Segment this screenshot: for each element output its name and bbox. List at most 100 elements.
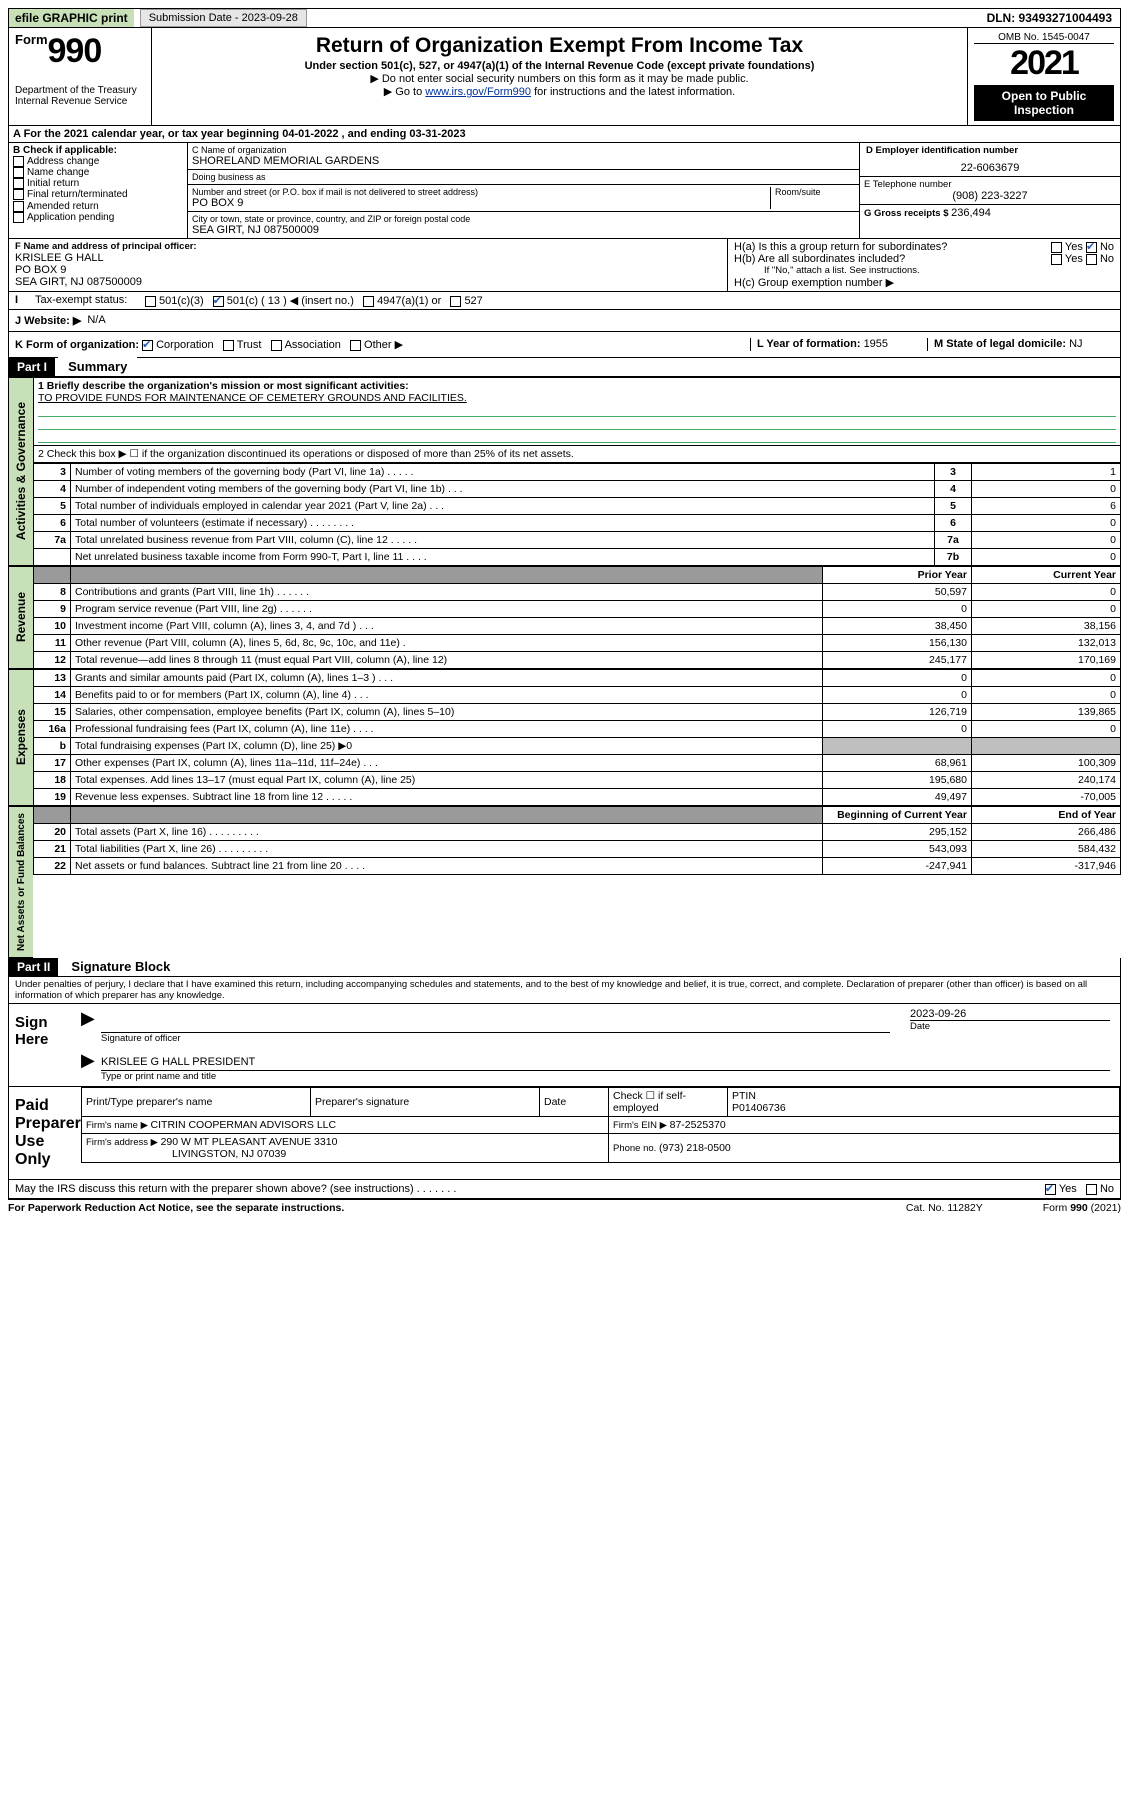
checkbox-item[interactable]: Name change — [13, 167, 183, 178]
line-i-tax-exempt: I Tax-exempt status: 501(c)(3) 501(c) ( … — [8, 292, 1121, 310]
activities-governance-section: Activities & Governance 1 Briefly descri… — [8, 377, 1121, 566]
section-f-h: F Name and address of principal officer:… — [8, 239, 1121, 292]
top-bar: efile GRAPHIC print Submission Date - 20… — [8, 8, 1121, 28]
table-row: 15Salaries, other compensation, employee… — [34, 704, 1121, 721]
checkbox-item[interactable]: Address change — [13, 156, 183, 167]
submission-date-button[interactable]: Submission Date - 2023-09-28 — [140, 9, 307, 27]
officer-addr2: SEA GIRT, NJ 087500009 — [15, 276, 721, 288]
table-row: 3Number of voting members of the governi… — [34, 464, 1121, 481]
line-k-l-m: K Form of organization: Corporation Trus… — [8, 332, 1121, 358]
box-b: B Check if applicable: Address changeNam… — [9, 143, 188, 238]
form-note-2: ▶ Go to www.irs.gov/Form990 for instruct… — [158, 85, 961, 98]
firm-addr2: LIVINGSTON, NJ 07039 — [172, 1148, 286, 1160]
part-i-header: Part I Summary — [8, 358, 1121, 377]
table-row: 4Number of independent voting members of… — [34, 481, 1121, 498]
efile-label[interactable]: efile GRAPHIC print — [9, 9, 134, 27]
revenue-section: Revenue Prior YearCurrent Year8Contribut… — [8, 566, 1121, 669]
table-row: 18Total expenses. Add lines 13–17 (must … — [34, 772, 1121, 789]
dba-label: Doing business as — [192, 172, 855, 182]
form-org-option[interactable]: Corporation — [142, 339, 220, 351]
table-row: 9Program service revenue (Part VIII, lin… — [34, 601, 1121, 618]
street-label: Number and street (or P.O. box if mail i… — [192, 187, 766, 197]
line-a-period: A For the 2021 calendar year, or tax yea… — [8, 126, 1121, 143]
line-j-website: J Website: ▶ N/A — [8, 310, 1121, 332]
form-note-1: ▶ Do not enter social security numbers o… — [158, 72, 961, 85]
line2: 2 Check this box ▶ ☐ if the organization… — [34, 446, 1121, 463]
line1-label: 1 Briefly describe the organization's mi… — [38, 380, 1116, 392]
table-row: 7aTotal unrelated business revenue from … — [34, 532, 1121, 549]
officer-label: F Name and address of principal officer: — [15, 241, 721, 252]
gross-receipts-value: 236,494 — [951, 207, 991, 219]
org-name-label: C Name of organization — [192, 145, 855, 155]
checkbox-item[interactable]: Initial return — [13, 178, 183, 189]
table-row: 19Revenue less expenses. Subtract line 1… — [34, 789, 1121, 806]
dln-label: DLN: 93493271004493 — [979, 9, 1120, 27]
table-row: 11Other revenue (Part VIII, column (A), … — [34, 635, 1121, 652]
phone-value: (908) 223-3227 — [864, 190, 1116, 202]
gross-receipts-label: G Gross receipts $ — [864, 208, 951, 219]
form-org-option[interactable]: Association — [268, 339, 347, 351]
irs-discuss-line: May the IRS discuss this return with the… — [8, 1180, 1121, 1199]
street-value: PO BOX 9 — [192, 197, 766, 209]
open-inspection-badge: Open to Public Inspection — [974, 85, 1114, 121]
city-label: City or town, state or province, country… — [192, 214, 855, 224]
mission-text: TO PROVIDE FUNDS FOR MAINTENANCE OF CEME… — [38, 392, 1116, 404]
form-number: Form990 — [15, 53, 101, 65]
phone-label: E Telephone number — [864, 179, 1116, 190]
org-name: SHORELAND MEMORIAL GARDENS — [192, 155, 855, 167]
ptin-value: P01406736 — [732, 1102, 786, 1114]
form-org-option[interactable]: Trust — [220, 339, 268, 351]
table-row: 8Contributions and grants (Part VIII, li… — [34, 584, 1121, 601]
firm-addr1: 290 W MT PLEASANT AVENUE 3310 — [161, 1136, 338, 1148]
table-row: 22Net assets or fund balances. Subtract … — [34, 858, 1121, 875]
part-ii-header: Part II Signature Block — [8, 958, 1121, 977]
state-domicile: NJ — [1069, 338, 1082, 350]
sign-here-block: Sign Here ▶ Signature of officer 2023-09… — [8, 1004, 1121, 1087]
section-b-f: B Check if applicable: Address changeNam… — [8, 143, 1121, 239]
table-row: 6Total number of volunteers (estimate if… — [34, 515, 1121, 532]
table-row: 14Benefits paid to or for members (Part … — [34, 687, 1121, 704]
perjury-declaration: Under penalties of perjury, I declare th… — [8, 977, 1121, 1004]
footer-right: Form 990 (2021) — [1043, 1202, 1121, 1214]
expenses-section: Expenses 13Grants and similar amounts pa… — [8, 669, 1121, 806]
sig-officer-label: Signature of officer — [101, 1033, 890, 1044]
checkbox-item[interactable]: Amended return — [13, 201, 183, 212]
table-row: bTotal fundraising expenses (Part IX, co… — [34, 738, 1121, 755]
footer: For Paperwork Reduction Act Notice, see … — [8, 1199, 1121, 1214]
net-assets-section: Net Assets or Fund Balances Beginning of… — [8, 806, 1121, 958]
paid-preparer-block: Paid Preparer Use Only Print/Type prepar… — [8, 1087, 1121, 1180]
table-row: 16aProfessional fundraising fees (Part I… — [34, 721, 1121, 738]
officer-addr1: PO BOX 9 — [15, 264, 721, 276]
table-row: 12Total revenue—add lines 8 through 11 (… — [34, 652, 1121, 669]
ein-label: D Employer identification number — [866, 145, 1114, 156]
sign-date: 2023-09-26 — [910, 1008, 1110, 1020]
ein-value: 22-6063679 — [866, 162, 1114, 174]
table-row: 20Total assets (Part X, line 16) . . . .… — [34, 824, 1121, 841]
form-org-option[interactable]: Other ▶ — [347, 339, 409, 351]
city-value: SEA GIRT, NJ 087500009 — [192, 224, 855, 236]
table-row: 5Total number of individuals employed in… — [34, 498, 1121, 515]
officer-name-title: KRISLEE G HALL PRESIDENT — [101, 1056, 1110, 1071]
year-formation: 1955 — [864, 338, 888, 350]
table-row: 10Investment income (Part VIII, column (… — [34, 618, 1121, 635]
form-title: Return of Organization Exempt From Incom… — [158, 34, 961, 58]
tax-year: 2021 — [974, 44, 1114, 83]
website-value: N/A — [87, 314, 105, 327]
table-row: 21Total liabilities (Part X, line 26) . … — [34, 841, 1121, 858]
h-b-note: If "No," attach a list. See instructions… — [734, 265, 1114, 276]
firm-phone: (973) 218-0500 — [659, 1142, 731, 1154]
table-row: 17Other expenses (Part IX, column (A), l… — [34, 755, 1121, 772]
irs-link[interactable]: www.irs.gov/Form990 — [425, 86, 531, 98]
room-label: Room/suite — [775, 187, 855, 197]
checkbox-item[interactable]: Application pending — [13, 212, 183, 223]
firm-ein: 87-2525370 — [670, 1119, 726, 1131]
table-row: Net unrelated business taxable income fr… — [34, 549, 1121, 566]
checkbox-item[interactable]: Final return/terminated — [13, 189, 183, 200]
department-label: Department of the Treasury Internal Reve… — [15, 85, 145, 107]
h-b: H(b) Are all subordinates included? Yes … — [734, 253, 1114, 265]
footer-left: For Paperwork Reduction Act Notice, see … — [8, 1202, 344, 1214]
form-subtitle: Under section 501(c), 527, or 4947(a)(1)… — [158, 60, 961, 72]
omb-number: OMB No. 1545-0047 — [974, 32, 1114, 44]
h-a: H(a) Is this a group return for subordin… — [734, 241, 1114, 253]
form-header: Form990 Department of the Treasury Inter… — [8, 28, 1121, 126]
